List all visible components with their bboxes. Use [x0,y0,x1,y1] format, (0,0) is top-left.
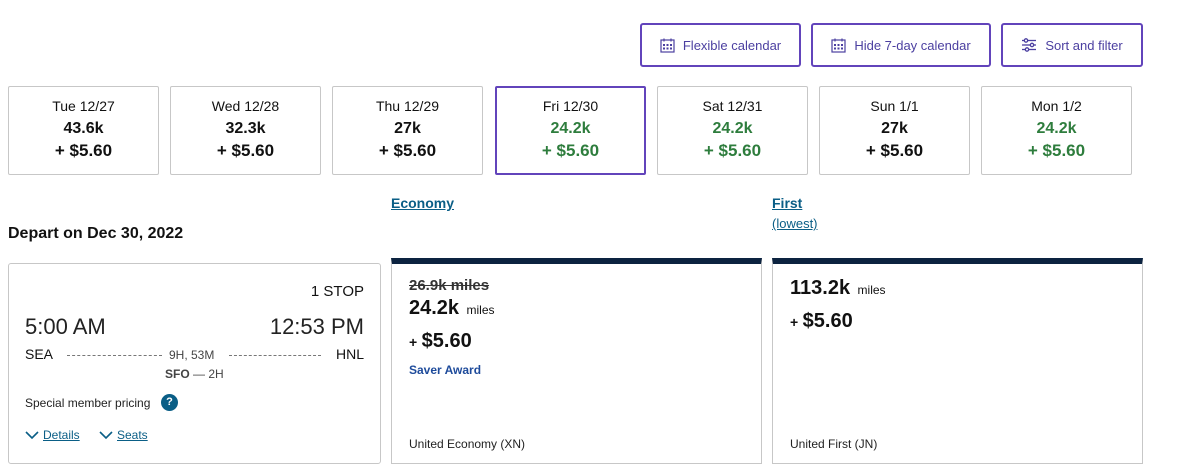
chevron-down-icon [99,430,113,439]
calendar-day-date: Mon 1/2 [1031,98,1082,114]
plus-sign: + [790,314,799,330]
economy-miles-unit: miles [466,303,495,317]
calendar-day-miles: 24.2k [1036,120,1077,137]
first-lowest-link[interactable]: (lowest) [772,216,818,231]
depart-date-title: Depart on Dec 30, 2022 [8,225,184,242]
layover-info: SFO — 2H [165,367,224,381]
calendar-day-date: Tue 12/27 [52,98,115,114]
economy-column-header[interactable]: Economy [391,195,455,211]
calendar-day-price: + $5.60 [1027,141,1086,160]
economy-fare-card[interactable]: 26.9k miles 24.2k miles + $5.60 Saver Aw… [391,258,762,464]
first-price-row: + $5.60 [790,310,853,333]
layover-airport: SFO [165,367,190,381]
calendar-day-price: + $5.60 [865,141,924,160]
chevron-down-icon [25,430,39,439]
calendar-day-price: + $5.60 [541,141,600,160]
stops-label: 1 STOP [310,283,364,300]
arrive-time: 12:53 PM [269,314,364,339]
sliders-icon [1022,38,1037,52]
details-link-label: Details [43,428,80,442]
calendar-day-price: + $5.60 [54,141,113,160]
first-fare-card[interactable]: 113.2k miles + $5.60 United First (JN) [772,258,1143,464]
calendar-day-mon-1-2[interactable]: Mon 1/2 24.2k + $5.60 [981,86,1132,175]
first-fare-class: United First (JN) [790,437,878,451]
saver-award-label: Saver Award [409,363,482,377]
calendar-day-miles: 43.6k [63,120,104,137]
calendar-day-miles: 24.2k [550,120,591,137]
calendar-day-sun-1-1[interactable]: Sun 1/1 27k + $5.60 [819,86,970,175]
economy-fare-class: United Economy (XN) [409,437,526,451]
first-price: $5.60 [802,310,853,332]
calendar-day-miles: 27k [394,120,421,137]
route-line-right [229,355,321,356]
first-column-header[interactable]: First [772,195,803,211]
calendar-day-tue-12-27[interactable]: Tue 12/27 43.6k + $5.60 [8,86,159,175]
seats-link[interactable]: Seats [99,428,148,442]
layover-time: — 2H [193,367,224,381]
calendar-day-miles: 27k [881,120,908,137]
calendar-day-price: + $5.60 [216,141,275,160]
calendar-day-thu-12-29[interactable]: Thu 12/29 27k + $5.60 [332,86,483,175]
route-line-left [67,355,162,356]
origin-airport: SEA [25,346,54,362]
calendar-day-date: Wed 12/28 [211,98,280,114]
sort-filter-label: Sort and filter [1045,37,1123,53]
special-pricing-label: Special member pricing [25,396,151,410]
economy-price: $5.60 [421,330,472,352]
calendar-day-price: + $5.60 [378,141,437,160]
calendar-day-date: Sat 12/31 [702,98,763,114]
plus-sign: + [409,334,418,350]
calendar-day-date: Fri 12/30 [542,98,599,114]
original-miles: 26.9k miles [409,277,490,294]
calendar-day-sat-12-31[interactable]: Sat 12/31 24.2k + $5.60 [657,86,808,175]
first-miles: 113.2k [790,277,851,299]
sort-filter-button[interactable]: Sort and filter [1001,23,1143,67]
destination-airport: HNL [335,346,364,362]
first-miles-unit: miles [857,283,886,297]
hide-calendar-label: Hide 7-day calendar [854,37,971,53]
economy-miles-row: 24.2k miles [409,297,495,320]
calendar-day-miles: 32.3k [225,120,266,137]
economy-miles: 24.2k [409,297,460,319]
details-link[interactable]: Details [25,428,80,442]
flight-card: 1 STOP 5:00 AM 12:53 PM SEA HNL 9H, 53M … [8,263,381,464]
seats-link-label: Seats [117,428,148,442]
calendar-icon [660,38,675,53]
calendar-day-date: Thu 12/29 [375,98,440,114]
flight-duration: 9H, 53M [169,348,215,362]
calendar-day-fri-12-30[interactable]: Fri 12/30 24.2k + $5.60 [495,86,646,175]
calendar-day-miles: 24.2k [712,120,753,137]
first-miles-row: 113.2k miles [790,277,886,300]
calendar-day-wed-12-28[interactable]: Wed 12/28 32.3k + $5.60 [170,86,321,175]
help-icon[interactable]: ? [161,394,178,411]
flexible-calendar-label: Flexible calendar [682,37,782,53]
economy-price-row: + $5.60 [409,330,472,353]
flexible-calendar-button[interactable]: Flexible calendar [640,23,801,67]
calendar-icon [831,38,846,53]
calendar-day-price: + $5.60 [703,141,762,160]
hide-calendar-button[interactable]: Hide 7-day calendar [811,23,991,67]
calendar-day-date: Sun 1/1 [870,98,919,114]
depart-time: 5:00 AM [25,314,106,339]
